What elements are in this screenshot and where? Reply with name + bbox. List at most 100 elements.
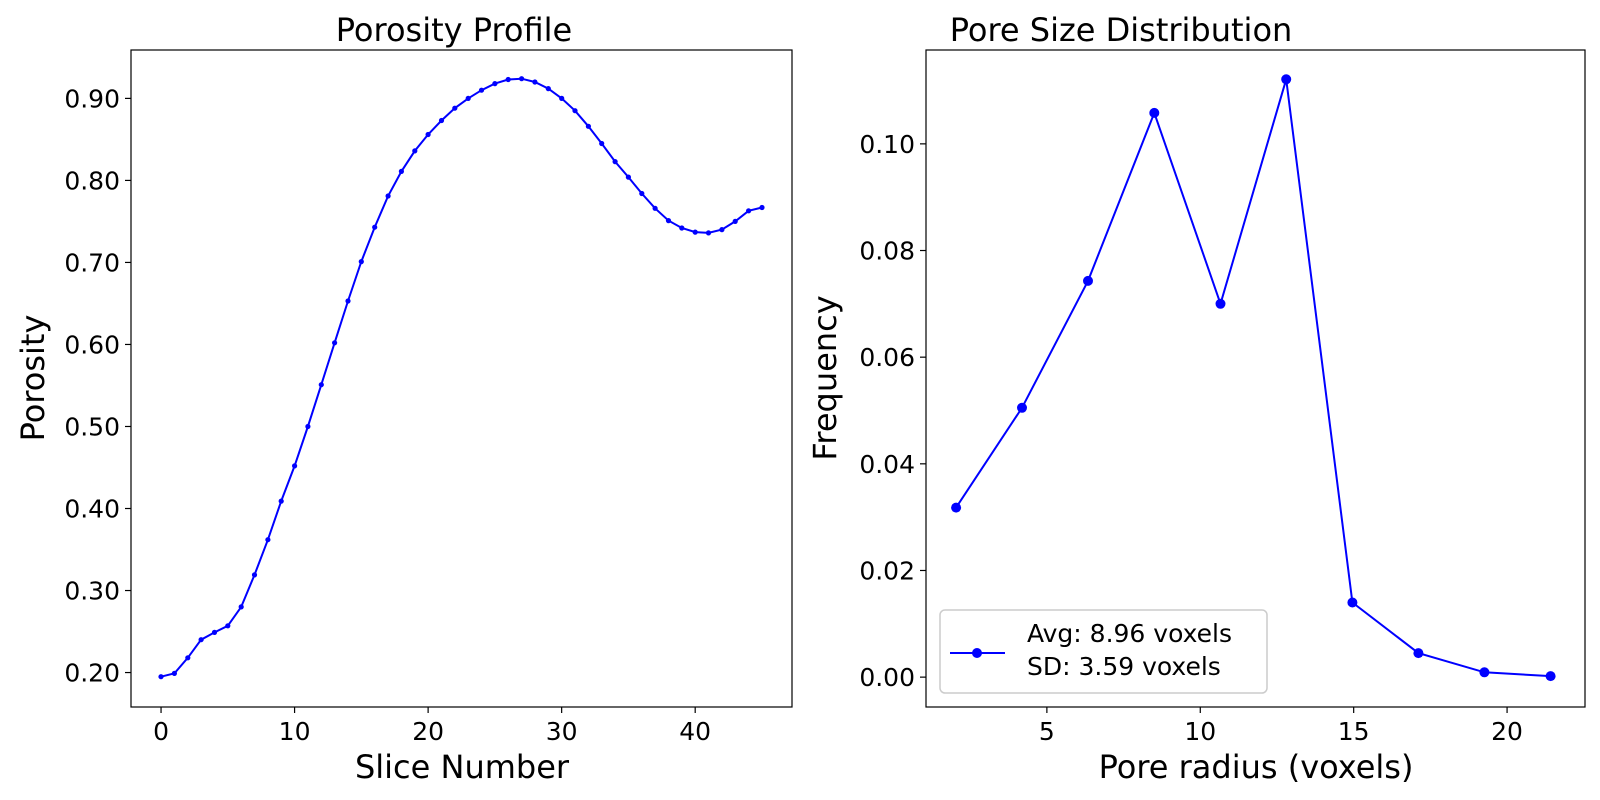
plot-area <box>951 74 1556 682</box>
data-point <box>746 208 752 214</box>
data-point <box>1215 298 1226 309</box>
y-tick-label: 0.90 <box>64 84 120 113</box>
data-point <box>185 655 191 661</box>
y-tick-label: 0.50 <box>64 412 120 441</box>
series-line <box>160 77 763 678</box>
data-point <box>492 81 498 87</box>
x-axis-label: Slice Number <box>355 748 570 786</box>
y-tick-label: 0.04 <box>859 450 915 479</box>
data-point <box>198 637 204 643</box>
data-point <box>572 108 578 114</box>
data-point <box>318 382 324 388</box>
x-axis: 0 10 20 30 40 <box>153 707 711 746</box>
x-axis-label: Pore radius (voxels) <box>1099 748 1414 786</box>
porosity-profile-chart: Porosity Profile 0 10 20 30 40 0.200.300.400… <box>14 11 793 786</box>
y-axis: 0.20 0.30 0.40 0.50 0.60 0.70 0.80 0.90 <box>64 84 131 688</box>
data-point <box>599 140 605 147</box>
data-point <box>332 340 338 346</box>
data-point <box>278 498 284 504</box>
data-point <box>225 623 231 629</box>
data-point <box>1545 671 1556 682</box>
data-point <box>238 604 244 610</box>
x-tick-label: 20 <box>1491 717 1523 746</box>
chart-title: Porosity Profile <box>336 11 572 49</box>
pore-size-distribution-chart: Pore Size Distribution 5 10 15 20 0.000.020… <box>806 11 1586 786</box>
data-point <box>652 205 658 211</box>
data-point <box>452 105 458 111</box>
data-point <box>478 87 485 93</box>
data-point <box>211 629 218 636</box>
data-point <box>705 230 712 236</box>
data-point <box>679 225 685 231</box>
data-point <box>265 537 271 543</box>
data-point <box>465 95 471 101</box>
data-point <box>719 227 725 233</box>
data-point <box>372 224 378 230</box>
plot-area <box>158 76 765 680</box>
x-tick-label: 0 <box>153 717 169 746</box>
y-tick-label: 0.70 <box>64 248 120 277</box>
y-tick-label: 0.10 <box>859 130 915 159</box>
y-tick-label: 0.60 <box>64 330 120 359</box>
legend-entry-avg: Avg: 8.96 voxels <box>1027 619 1232 648</box>
data-point <box>692 229 698 235</box>
data-point <box>345 298 351 304</box>
data-point <box>1083 275 1093 286</box>
x-tick-label: 10 <box>1184 717 1216 746</box>
data-point <box>251 572 258 578</box>
y-tick-label: 0.06 <box>859 343 915 372</box>
data-point <box>398 168 404 174</box>
x-tick-label: 10 <box>279 717 311 746</box>
y-axis-label: Frequency <box>806 295 844 460</box>
data-point <box>559 95 565 101</box>
legend-entry-sd: SD: 3.59 voxels <box>1027 652 1221 681</box>
axes-frame <box>925 49 1586 708</box>
data-point <box>545 86 551 92</box>
x-tick-label: 15 <box>1338 717 1370 746</box>
data-point <box>505 76 511 83</box>
data-point <box>305 423 311 430</box>
data-point <box>951 502 962 513</box>
chart-title: Pore Size Distribution <box>950 11 1293 49</box>
data-point <box>585 123 592 129</box>
data-point <box>639 190 645 197</box>
x-tick-label: 20 <box>412 717 444 746</box>
data-point <box>1413 648 1424 659</box>
legend-box <box>939 609 1268 694</box>
x-tick-label: 5 <box>1039 717 1055 746</box>
data-point <box>759 204 765 211</box>
data-point <box>519 76 525 82</box>
data-point <box>1281 74 1292 85</box>
data-point <box>532 79 538 85</box>
data-point <box>171 670 177 677</box>
y-tick-label: 0.00 <box>859 663 915 692</box>
data-point <box>385 193 391 199</box>
y-axis: 0.00 0.02 0.04 0.06 0.08 0.10 <box>859 130 926 692</box>
legend-marker <box>972 648 982 658</box>
y-tick-label: 0.08 <box>859 237 915 266</box>
data-point <box>358 259 364 265</box>
y-tick-label: 0.30 <box>64 577 120 606</box>
data-point <box>438 117 445 124</box>
x-tick-label: 30 <box>546 717 578 746</box>
x-tick-label: 40 <box>679 717 711 746</box>
legend: Avg: 8.96 voxels SD: 3.59 voxels <box>939 609 1268 694</box>
data-point <box>732 218 738 224</box>
data-point <box>1017 402 1027 413</box>
data-point <box>425 131 431 138</box>
y-tick-label: 0.40 <box>64 495 120 524</box>
data-point <box>1149 107 1160 118</box>
data-point <box>612 159 618 165</box>
data-point <box>665 218 672 224</box>
y-tick-label: 0.80 <box>64 166 120 195</box>
axes-frame <box>130 49 793 708</box>
x-axis: 5 10 15 20 <box>1039 707 1523 746</box>
data-point <box>1347 597 1358 608</box>
data-point <box>292 463 298 469</box>
data-point <box>625 174 632 180</box>
series-line <box>955 79 1551 678</box>
data-point <box>158 674 164 680</box>
data-point <box>412 148 418 154</box>
